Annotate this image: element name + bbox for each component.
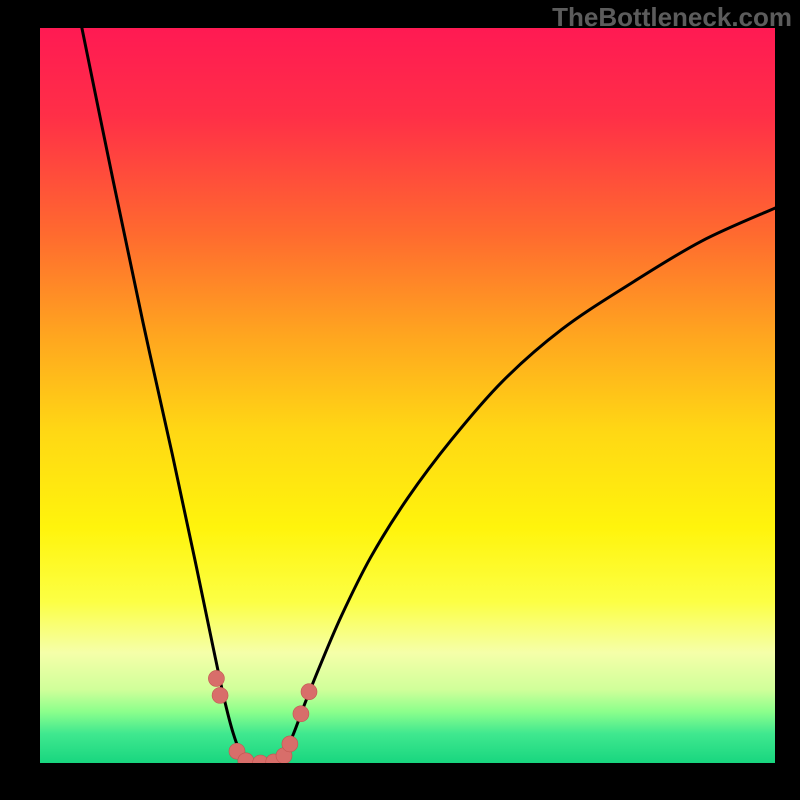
data-marker — [301, 684, 317, 700]
data-marker — [212, 687, 228, 703]
data-marker — [282, 736, 298, 752]
data-marker — [293, 706, 309, 722]
chart-container: TheBottleneck.com — [0, 0, 800, 800]
data-marker — [208, 670, 224, 686]
plot-background — [40, 28, 775, 763]
chart-svg — [0, 0, 800, 800]
